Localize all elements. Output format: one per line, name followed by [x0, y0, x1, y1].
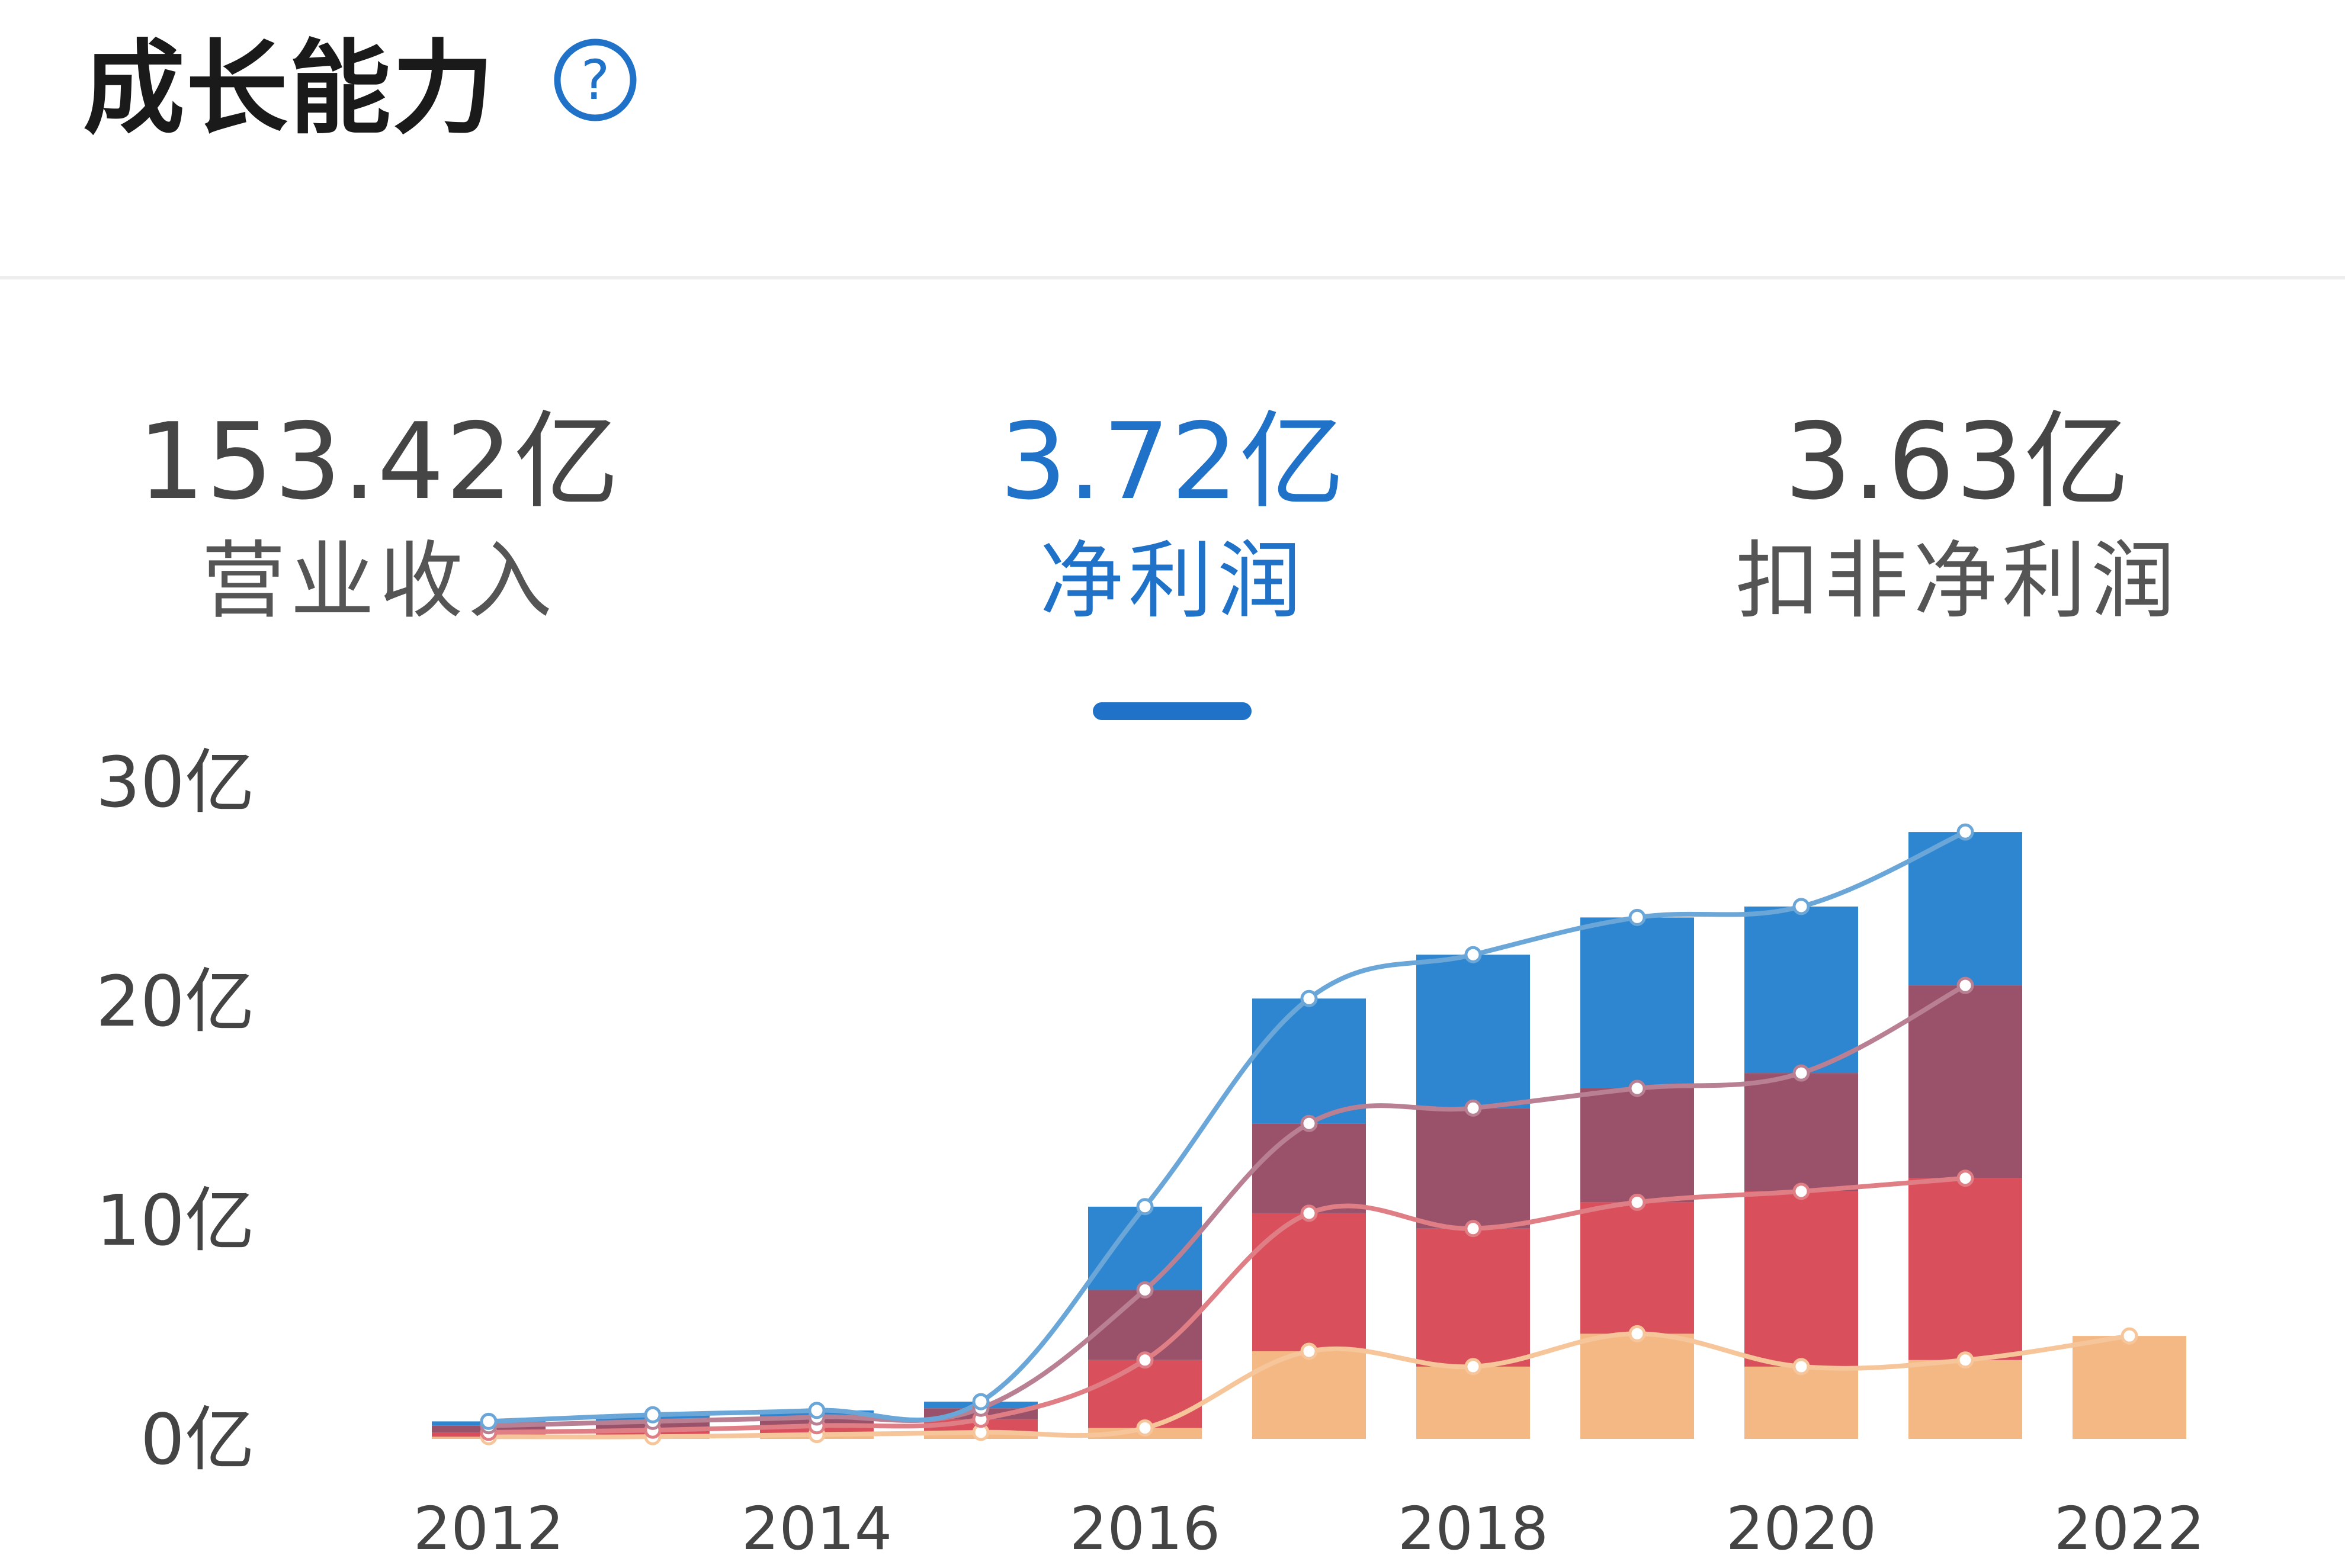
trend-point: [644, 1406, 662, 1424]
metric-deducted-profit-tab[interactable]: 3.63亿 扣非净利润: [1691, 403, 2224, 635]
bar-segment[interactable]: [1252, 998, 1366, 1124]
trend-point: [808, 1402, 826, 1419]
y-tick-label: 20亿: [96, 960, 255, 1042]
metric-net-profit-tab[interactable]: 3.72亿 净利润: [906, 403, 1439, 635]
trend-point: [1136, 1198, 1154, 1216]
bar-segment[interactable]: [1908, 985, 2022, 1178]
bar-segment[interactable]: [1580, 1334, 1694, 1439]
x-tick-label: 2022: [2054, 1494, 2205, 1563]
trend-point: [1628, 1325, 1646, 1342]
bar-segment[interactable]: [1416, 1366, 1530, 1439]
trend-line: [488, 1175, 1966, 1435]
trend-point: [1300, 1342, 1318, 1360]
metric-net-profit-value: 3.72亿: [999, 400, 1346, 523]
trend-line: [488, 830, 1967, 1424]
bar-segment[interactable]: [1088, 1360, 1202, 1428]
bar-segment[interactable]: [1908, 1360, 2022, 1439]
trend-point: [1628, 1079, 1646, 1097]
trend-point: [1956, 976, 1974, 994]
trend-line: [488, 983, 1967, 1428]
trend-point: [480, 1412, 498, 1430]
x-tick-label: 2014: [742, 1494, 893, 1563]
trend-point: [1628, 908, 1646, 926]
trend-point: [1628, 1193, 1646, 1211]
page-title: 成长能力: [83, 29, 495, 148]
bar-segment[interactable]: [1580, 1202, 1694, 1334]
trend-point: [1464, 1220, 1482, 1238]
trend-point: [1956, 823, 1974, 841]
x-tick-label: 2012: [413, 1494, 564, 1563]
bar-segment[interactable]: [1416, 1108, 1530, 1229]
trend-point: [1136, 1281, 1154, 1299]
active-tab-indicator: [1093, 702, 1252, 720]
x-tick-label: 2020: [1726, 1494, 1877, 1563]
trend-point: [1956, 1351, 1974, 1369]
bar-segment[interactable]: [1580, 917, 1694, 1088]
trend-point: [1464, 946, 1482, 963]
bar-segment[interactable]: [1252, 1123, 1366, 1213]
trend-point: [1792, 1064, 1810, 1082]
trend-point: [1300, 1204, 1318, 1222]
bar-segment[interactable]: [2073, 1336, 2186, 1439]
metric-revenue-tab[interactable]: 153.42亿 营业收入: [113, 403, 646, 635]
trend-point: [1792, 1183, 1810, 1200]
y-tick-label: 10亿: [96, 1180, 255, 1261]
trend-point: [1464, 1358, 1482, 1376]
trend-point: [1136, 1419, 1154, 1437]
bar-segment[interactable]: [1580, 1088, 1694, 1203]
y-tick-label: 0亿: [140, 1399, 255, 1480]
trend-point: [1300, 1114, 1318, 1132]
bar-segment[interactable]: [1416, 955, 1530, 1108]
trend-point: [1956, 1169, 1974, 1187]
trend-point: [1464, 1099, 1482, 1117]
trend-point: [1792, 898, 1810, 915]
bar-segment[interactable]: [1744, 1366, 1858, 1439]
metric-deducted-profit-label: 扣非净利润: [1736, 532, 2180, 630]
y-tick-label: 30亿: [96, 741, 255, 823]
header-divider: [0, 276, 2345, 279]
x-tick-label: 2016: [1070, 1494, 1221, 1563]
bar-segment[interactable]: [1744, 1191, 1858, 1367]
metric-net-profit-label: 净利润: [1040, 532, 1306, 630]
bar-segment[interactable]: [1252, 1213, 1366, 1351]
bar-segment[interactable]: [1744, 906, 1858, 1074]
help-symbol: ?: [581, 49, 610, 112]
metric-revenue-label: 营业收入: [201, 532, 557, 630]
bar-segment[interactable]: [1744, 1073, 1858, 1191]
bar-segment[interactable]: [1416, 1228, 1530, 1367]
bar-segment[interactable]: [1908, 832, 2022, 986]
metric-deducted-profit-value: 3.63亿: [1784, 400, 2131, 523]
help-circle-icon[interactable]: ?: [551, 36, 640, 124]
trend-point: [1300, 989, 1318, 1007]
trend-point: [1792, 1358, 1810, 1376]
trend-point: [972, 1393, 990, 1410]
metric-revenue-value: 153.42亿: [137, 400, 621, 523]
bar-segment[interactable]: [1908, 1178, 2022, 1360]
trend-point: [1136, 1351, 1154, 1369]
x-tick-label: 2018: [1398, 1494, 1549, 1563]
trend-point: [2121, 1327, 2138, 1345]
